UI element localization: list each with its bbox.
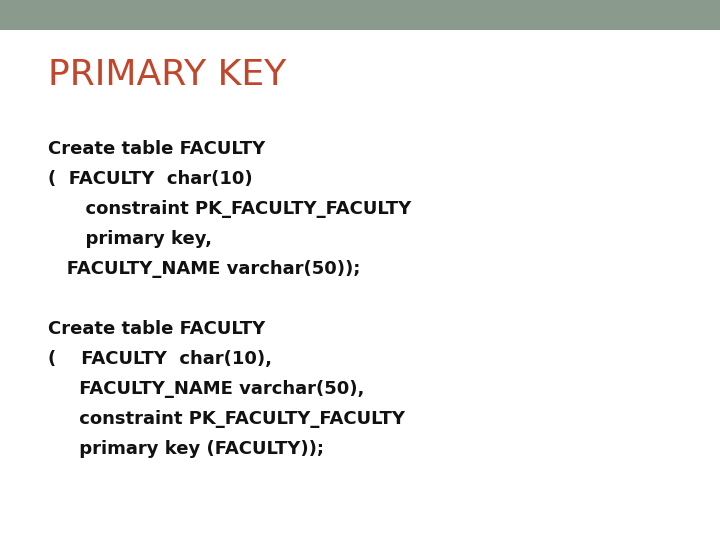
Text: FACULTY_NAME varchar(50),: FACULTY_NAME varchar(50), [48,380,364,398]
Text: constraint PK_FACULTY_FACULTY: constraint PK_FACULTY_FACULTY [48,410,405,428]
Text: primary key,: primary key, [48,230,212,248]
Text: (  FACULTY  char(10): ( FACULTY char(10) [48,170,253,188]
Text: constraint PK_FACULTY_FACULTY: constraint PK_FACULTY_FACULTY [48,200,411,218]
Text: primary key (FACULTY));: primary key (FACULTY)); [48,440,324,458]
Bar [0,0,720,30]
Text: Create table FACULTY: Create table FACULTY [48,320,265,338]
Text: (    FACULTY  char(10),: ( FACULTY char(10), [48,350,272,368]
Text: Create table FACULTY: Create table FACULTY [48,140,265,158]
Text: PRIMARY KEY: PRIMARY KEY [48,58,287,92]
Text: FACULTY_NAME varchar(50));: FACULTY_NAME varchar(50)); [48,260,361,278]
